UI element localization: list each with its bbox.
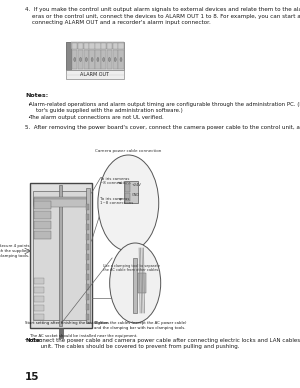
Bar bbox=[86, 294, 89, 300]
Bar bbox=[84, 50, 89, 69]
Circle shape bbox=[80, 57, 82, 62]
Bar bbox=[86, 264, 89, 270]
Bar bbox=[86, 244, 89, 250]
Bar bbox=[65, 42, 71, 70]
Bar bbox=[86, 304, 89, 310]
Bar bbox=[124, 181, 138, 203]
Circle shape bbox=[74, 57, 76, 62]
Text: Camera power cable connection: Camera power cable connection bbox=[95, 149, 161, 153]
Bar bbox=[85, 188, 90, 323]
Bar bbox=[65, 42, 124, 70]
Bar bbox=[107, 50, 112, 69]
Bar bbox=[95, 50, 100, 69]
Bar bbox=[34, 231, 51, 239]
Bar bbox=[84, 43, 89, 48]
Circle shape bbox=[114, 57, 116, 62]
Bar bbox=[34, 287, 44, 293]
Bar bbox=[89, 50, 95, 69]
Bar bbox=[101, 50, 106, 69]
Text: Connect the power cable and camera power cable after connecting electric locks a: Connect the power cable and camera power… bbox=[30, 338, 300, 350]
Bar bbox=[118, 43, 124, 48]
Bar bbox=[33, 191, 88, 320]
Circle shape bbox=[109, 57, 110, 62]
Text: To iris cameras
1~8 connections: To iris cameras 1~8 connections bbox=[100, 197, 134, 205]
Bar bbox=[86, 254, 89, 260]
Bar bbox=[86, 204, 89, 210]
Bar bbox=[86, 274, 89, 280]
Bar bbox=[107, 43, 112, 48]
Text: Start setting after finishing the installation.: Start setting after finishing the instal… bbox=[25, 321, 110, 325]
Bar bbox=[34, 201, 51, 209]
Bar bbox=[138, 273, 146, 293]
Bar bbox=[34, 278, 44, 284]
Circle shape bbox=[120, 57, 122, 62]
Text: •: • bbox=[27, 115, 30, 120]
Text: The alarm output connections are not UL verified.: The alarm output connections are not UL … bbox=[29, 115, 164, 120]
Bar bbox=[112, 50, 118, 69]
Text: Use a clamping tool to separate
the AC cable from other cables.: Use a clamping tool to separate the AC c… bbox=[103, 264, 160, 272]
Text: 5.  After removing the power board's cover, connect the camera power cable to th: 5. After removing the power board's cove… bbox=[25, 125, 300, 130]
Text: 15: 15 bbox=[25, 372, 40, 382]
Bar bbox=[72, 43, 77, 48]
Bar bbox=[34, 197, 87, 205]
Bar bbox=[58, 185, 61, 326]
Circle shape bbox=[97, 57, 99, 62]
Bar bbox=[112, 43, 118, 48]
Text: Notes:: Notes: bbox=[25, 93, 49, 98]
Text: +24V: +24V bbox=[131, 183, 141, 187]
Text: Alarm-related operations and alarm output timing are configurable through the ad: Alarm-related operations and alarm outpu… bbox=[29, 102, 300, 113]
Text: Note:: Note: bbox=[25, 338, 42, 343]
Bar bbox=[30, 183, 92, 328]
Bar bbox=[133, 258, 137, 313]
Bar bbox=[125, 184, 130, 192]
Ellipse shape bbox=[110, 243, 161, 323]
Bar bbox=[65, 70, 124, 79]
Bar bbox=[34, 296, 44, 302]
Bar bbox=[34, 305, 44, 311]
Bar bbox=[118, 50, 124, 69]
Ellipse shape bbox=[98, 155, 159, 251]
Bar bbox=[72, 50, 77, 69]
Text: To iris cameras
~8 connections: To iris cameras ~8 connections bbox=[100, 177, 131, 185]
Bar bbox=[125, 193, 130, 201]
Text: The AC socket should be installed near the equipment.: The AC socket should be installed near t… bbox=[30, 334, 138, 338]
Bar bbox=[78, 50, 83, 69]
Bar bbox=[34, 211, 51, 219]
Bar bbox=[86, 214, 89, 220]
Bar bbox=[86, 224, 89, 230]
Bar bbox=[34, 314, 44, 320]
Bar bbox=[86, 234, 89, 240]
Text: Secure 4 points
with the supplied
clamping tools.: Secure 4 points with the supplied clampi… bbox=[0, 244, 29, 258]
Bar bbox=[95, 43, 100, 48]
Bar bbox=[34, 221, 51, 229]
Bar bbox=[78, 43, 83, 48]
Circle shape bbox=[91, 57, 93, 62]
Bar bbox=[34, 199, 87, 207]
Bar bbox=[71, 42, 124, 49]
Text: 4.  If you make the control unit output alarm signals to external devices and re: 4. If you make the control unit output a… bbox=[25, 7, 300, 25]
Circle shape bbox=[85, 57, 87, 62]
Bar bbox=[89, 43, 95, 48]
Bar bbox=[86, 284, 89, 290]
Circle shape bbox=[103, 57, 105, 62]
Text: Tighten the cables (except the AC power cable)
and the clamping bar with two cla: Tighten the cables (except the AC power … bbox=[94, 321, 187, 330]
Text: ALARM OUT: ALARM OUT bbox=[80, 72, 110, 77]
Text: GND: GND bbox=[131, 193, 140, 197]
Bar bbox=[86, 314, 89, 320]
Bar bbox=[34, 198, 87, 206]
Text: •: • bbox=[27, 102, 30, 107]
Bar bbox=[101, 43, 106, 48]
